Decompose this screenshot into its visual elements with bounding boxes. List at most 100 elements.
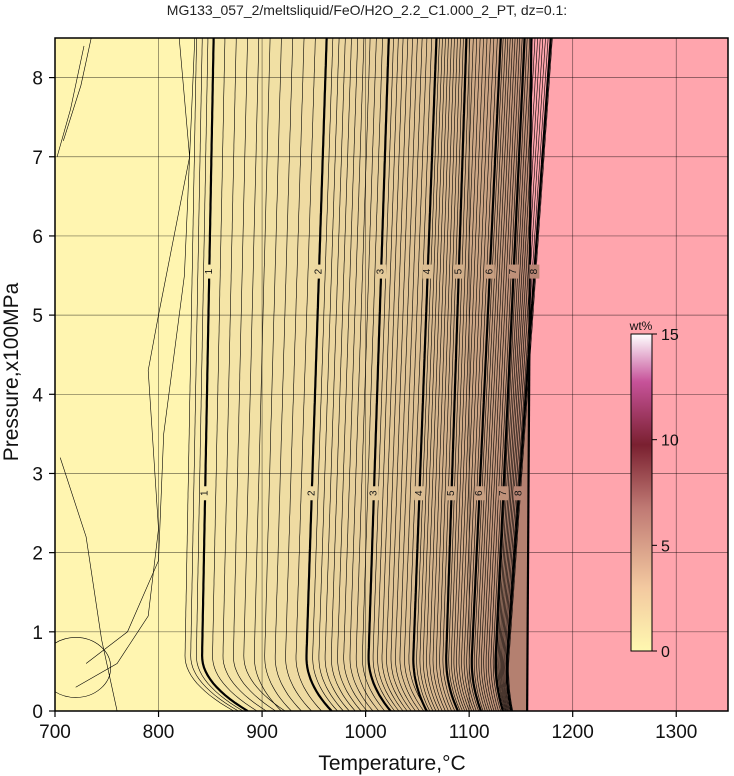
minor-contour-line	[453, 38, 477, 711]
x-axis-label: Temperature,°C	[318, 752, 465, 775]
colorbar-gradient	[630, 333, 653, 652]
contour-label: 5	[453, 268, 464, 274]
y-axis-label: Pressure,x100MPa	[0, 282, 23, 461]
y-tick-label: 6	[32, 227, 43, 248]
contour-label: 8	[529, 268, 540, 274]
minor-contour-line	[492, 38, 523, 711]
minor-contour-line	[343, 38, 368, 711]
contour-label: 7	[508, 268, 519, 274]
low-temperature-contour	[75, 38, 190, 688]
minor-contour-line	[285, 38, 312, 711]
major-contour-line	[367, 38, 392, 711]
contour-label: 2	[314, 268, 325, 274]
contour-label: 6	[484, 268, 495, 274]
contour-label-bg	[422, 264, 433, 279]
minor-contour-line	[499, 38, 536, 711]
x-tick-label: 1300	[655, 722, 697, 743]
major-contour-line	[200, 38, 249, 711]
contour-label-bg	[453, 264, 464, 279]
minor-contour-line	[372, 38, 395, 711]
minor-contour-line	[468, 38, 498, 711]
contour-label-bg	[474, 486, 485, 501]
minor-contour-line	[404, 38, 428, 711]
minor-contour-line	[331, 38, 356, 711]
minor-contour-line	[399, 38, 423, 711]
contour-label-bg	[200, 486, 211, 501]
minor-contour-line	[318, 38, 344, 711]
low-temperature-contour	[63, 38, 92, 141]
minor-contour-line	[497, 38, 531, 711]
x-axis-ticks: 700 800 900 1000 1100 1200 1300	[39, 711, 697, 743]
contour-label: 1	[204, 268, 215, 274]
minor-contour-line	[422, 38, 446, 711]
minor-contour-line	[349, 38, 374, 711]
minor-contour-line	[190, 38, 239, 711]
contour-label-bg	[368, 486, 379, 501]
minor-contour-line	[416, 38, 440, 711]
minor-contour-line	[498, 38, 533, 711]
minor-contour-line	[395, 38, 418, 711]
minor-contour-line	[377, 38, 400, 711]
minor-contour-line	[502, 38, 541, 711]
chart-title: MG133_057_2/meltsliquid/FeO/H2O_2.2_C1.0…	[167, 2, 567, 18]
contour-label: 7	[498, 490, 509, 496]
major-contour-line	[412, 38, 438, 711]
minor-contour-line	[504, 38, 546, 711]
contour-label-bg	[306, 486, 317, 501]
contour-label-bg	[446, 486, 457, 501]
y-axis-ticks: 0 1 2 3 4 5 6 7 8	[32, 69, 55, 723]
minor-contour-line	[254, 38, 282, 711]
minor-contour-line	[429, 38, 452, 711]
contour-label-bg	[376, 264, 387, 279]
major-contour-line	[494, 38, 526, 711]
minor-contour-line	[362, 38, 385, 711]
contour-label-bg	[314, 264, 325, 279]
y-tick-label: 0	[32, 702, 43, 723]
contour-label-bg	[204, 264, 215, 279]
minor-contour-line	[505, 38, 549, 711]
contour-label-bg	[498, 486, 509, 501]
contour-label-bg	[513, 486, 524, 501]
minor-contour-line	[435, 38, 458, 711]
colorbar: wt% 0 5 10 15	[629, 319, 679, 661]
minor-contour-line	[222, 38, 267, 711]
colorbar-ticks: 0 5 10 15	[652, 327, 679, 661]
minor-contour-line	[419, 38, 443, 711]
minor-contour-line	[408, 38, 432, 711]
minor-contour-line	[456, 38, 481, 711]
contour-label-bg	[508, 264, 519, 279]
closed-contour	[55, 637, 111, 698]
colorbar-tick-label: 0	[661, 644, 670, 661]
colorbar-unit: wt%	[629, 319, 653, 333]
minor-contour-line	[426, 38, 449, 711]
x-tick-label: 1000	[344, 722, 386, 743]
minor-contour-line	[381, 38, 404, 711]
x-tick-label: 1100	[449, 722, 490, 743]
minor-contour-line	[337, 38, 362, 711]
minor-contour-line	[233, 38, 276, 711]
contour-label: 6	[474, 490, 485, 496]
contour-label: 8	[513, 490, 524, 496]
minor-contour-line	[312, 38, 338, 711]
contour-fills	[55, 38, 728, 711]
y-tick-label: 1	[32, 623, 43, 644]
minor-contour-line	[448, 38, 471, 711]
contour-label: 2	[306, 490, 317, 496]
minor-contour-line	[503, 38, 544, 711]
contour-label: 3	[376, 268, 387, 274]
minor-contour-line	[274, 38, 302, 711]
minor-contour-line	[196, 38, 244, 711]
minor-contour-line	[473, 38, 504, 711]
x-tick-label: 900	[246, 722, 278, 743]
liquidus-boundary-line	[526, 38, 533, 711]
minor-contour-line	[461, 38, 488, 711]
minor-contour-line	[243, 38, 286, 711]
y-tick-label: 3	[32, 464, 43, 485]
minor-contour-line	[184, 38, 234, 711]
major-contour-line	[305, 38, 333, 711]
minor-contour-line	[386, 38, 409, 711]
contour-label: 1	[200, 490, 211, 496]
